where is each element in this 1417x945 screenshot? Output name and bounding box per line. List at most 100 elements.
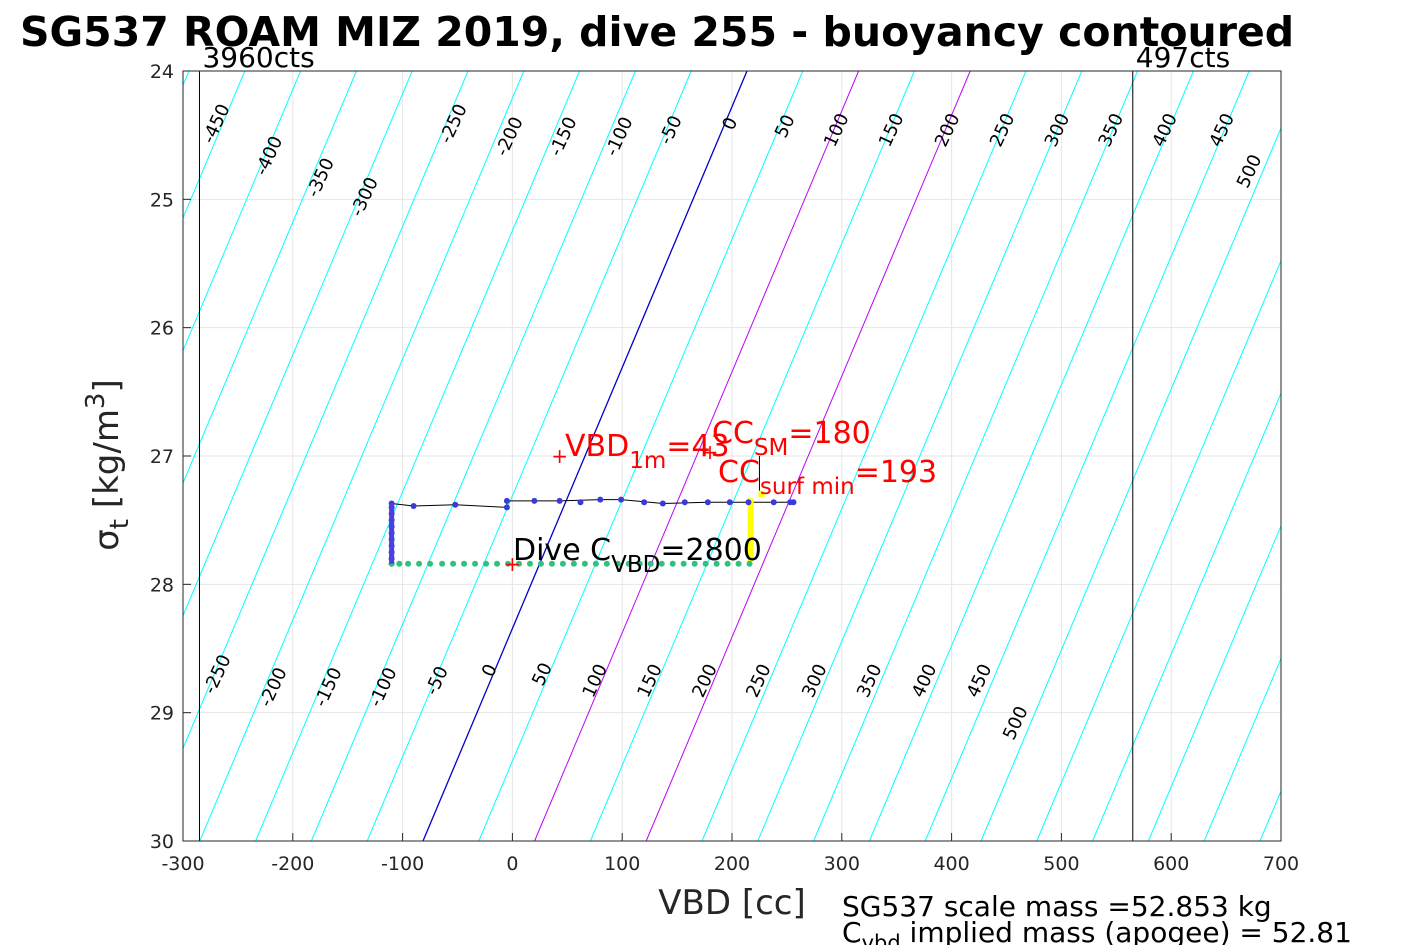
y-label-close: ]: [87, 379, 127, 392]
scale-mass-note: SG537 scale mass =52.853 kg: [842, 890, 1272, 923]
data-point: [746, 560, 753, 567]
data-point: [396, 560, 403, 567]
y-label-sub: t: [105, 519, 135, 529]
axis-ticks: -300 -200 -100 0 100 200 300 400 500 600 700 24 25 26…: [150, 61, 1299, 875]
contour-line: [1092, 391, 1281, 841]
contour-line: [183, 71, 413, 617]
chart-title: SG537 ROAM MIZ 2019, dive 255 - buoyancy…: [20, 8, 1294, 56]
data-point: [427, 560, 434, 567]
x-tick-label: -100: [381, 853, 424, 875]
vbd-limit-label: 497cts: [1136, 41, 1230, 74]
annotation-value: =193: [855, 455, 937, 490]
data-point: [618, 496, 625, 503]
contour-line: [199, 71, 525, 841]
contour-line: [980, 126, 1281, 841]
annotation-sub: surf min: [760, 474, 855, 500]
data-point: [548, 560, 555, 567]
data-point: [702, 560, 709, 567]
contour-line: [1372, 71, 1417, 841]
annotation: CCsurf min=193: [718, 455, 937, 500]
x-axis-label: VBD [cc]: [658, 883, 806, 923]
y-tick-label: 28: [150, 574, 174, 596]
implied-mass-c: C: [842, 916, 862, 945]
contour-line: [701, 71, 1027, 841]
contour-line: [0, 71, 77, 841]
data-point: [452, 501, 459, 508]
data-point: [503, 497, 510, 504]
data-point: [494, 560, 501, 567]
y-tick-label: 26: [150, 318, 174, 340]
contour-line: [183, 71, 357, 485]
data-point: [416, 560, 423, 567]
data-point: [503, 504, 510, 511]
data-layer: + + +: [388, 440, 797, 576]
data-point: [581, 560, 588, 567]
data-point: [625, 560, 632, 567]
annotation-sub: SM: [754, 435, 788, 461]
x-tick-label: 400: [933, 853, 969, 875]
contour-line: [645, 71, 971, 841]
data-point: [641, 499, 648, 506]
data-point: [669, 560, 676, 567]
data-point: [592, 560, 599, 567]
contour-line: [924, 71, 1250, 841]
data-point: [461, 560, 468, 567]
x-tick-label: 100: [604, 853, 640, 875]
data-point: [410, 503, 417, 510]
data-point: [577, 499, 584, 506]
annotation-value: =43: [666, 429, 729, 464]
contour-line: [813, 71, 1139, 841]
y-tick-label: 30: [150, 831, 174, 853]
vbd-limit-lines: 3960cts 497cts: [198, 41, 1230, 841]
data-point: [636, 560, 643, 567]
data-point: [647, 560, 654, 567]
y-label-sup: 3: [81, 393, 111, 410]
contour-line: [1036, 259, 1281, 841]
annotation: Dive CVBD=2800: [513, 533, 762, 578]
x-tick-label: 500: [1043, 853, 1079, 875]
data-point: [691, 560, 698, 567]
annotation-value: =180: [788, 416, 870, 451]
x-tick-label: 0: [506, 853, 518, 875]
data-point: [658, 560, 665, 567]
x-tick-label: 200: [714, 853, 750, 875]
contour-line: [478, 71, 804, 841]
contour-line: [422, 71, 748, 841]
annotation: CCSM=180: [712, 416, 871, 461]
y-axis-label: σt [kg/m3]: [81, 379, 135, 551]
data-point: [724, 560, 731, 567]
data-point: [735, 560, 742, 567]
data-point: [745, 499, 752, 506]
data-point: [681, 499, 688, 506]
contour-line: [757, 71, 1083, 841]
y-tick-label: 27: [150, 446, 174, 468]
contour-line: [1147, 524, 1281, 841]
vbd-limit-label: 3960cts: [202, 41, 314, 74]
annotation: VBD1m=43: [565, 429, 730, 474]
data-point: [614, 560, 621, 567]
data-point: [726, 499, 733, 506]
annotation-main: CC: [718, 455, 760, 490]
data-point: [713, 560, 720, 567]
annotation-sub: 1m: [629, 448, 666, 474]
data-point: [570, 560, 577, 567]
contour-line: [589, 71, 915, 841]
data-point: [526, 560, 533, 567]
annotation-main: Dive C: [513, 533, 611, 568]
x-tick-label: -300: [161, 853, 204, 875]
contour-line: [1259, 789, 1281, 841]
data-point: [556, 497, 563, 504]
data-point: [659, 500, 666, 507]
contour-line: [868, 71, 1194, 841]
contour-line: [310, 71, 636, 841]
contour-line: [366, 71, 692, 841]
x-tick-label: 300: [824, 853, 860, 875]
plus-marker: +: [551, 444, 568, 468]
implied-mass-note: Cvbd implied mass (apogee) = 52.81: [842, 916, 1352, 945]
y-tick-label: 25: [150, 189, 174, 211]
data-point: [405, 560, 412, 567]
data-point: [515, 560, 522, 567]
x-tick-label: -200: [271, 853, 314, 875]
